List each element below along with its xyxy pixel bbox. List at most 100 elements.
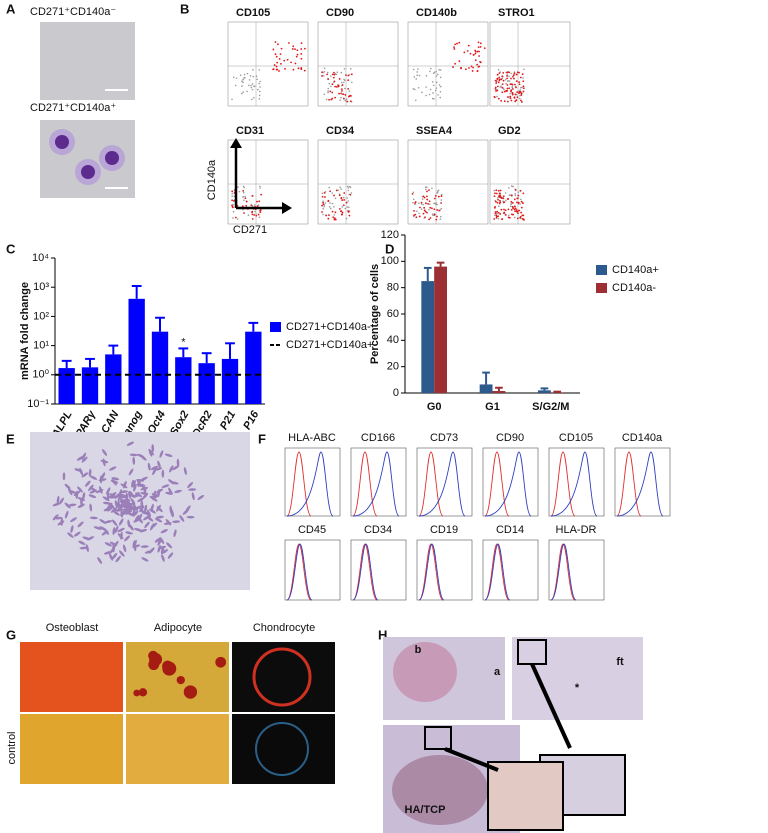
event bbox=[502, 200, 504, 202]
event bbox=[440, 195, 443, 197]
cell bbox=[173, 529, 177, 538]
cell bbox=[169, 505, 173, 514]
event bbox=[248, 79, 251, 81]
event bbox=[258, 98, 261, 100]
event bbox=[504, 79, 507, 81]
event bbox=[256, 205, 259, 208]
cell bbox=[159, 537, 165, 544]
cell bbox=[133, 484, 137, 492]
nucleus bbox=[55, 135, 69, 149]
cell bbox=[134, 528, 142, 532]
event bbox=[412, 202, 414, 204]
event bbox=[454, 43, 457, 46]
event bbox=[516, 91, 519, 94]
event bbox=[341, 199, 344, 202]
event bbox=[339, 186, 341, 188]
event bbox=[349, 68, 352, 70]
event bbox=[335, 189, 338, 192]
inset-frame bbox=[424, 726, 452, 750]
event bbox=[439, 218, 442, 220]
event bbox=[502, 79, 505, 82]
event bbox=[507, 71, 509, 73]
cell bbox=[154, 517, 163, 523]
scaffold bbox=[392, 755, 488, 825]
nucleus bbox=[81, 165, 95, 179]
event bbox=[426, 198, 429, 201]
event bbox=[507, 100, 509, 103]
event bbox=[497, 198, 499, 201]
y-tick-label: 80 bbox=[387, 282, 399, 294]
event bbox=[439, 85, 442, 88]
panel-letter: B bbox=[180, 1, 189, 16]
event bbox=[280, 62, 282, 65]
cell bbox=[141, 557, 149, 562]
event bbox=[254, 210, 256, 213]
event bbox=[272, 68, 275, 70]
event bbox=[431, 81, 434, 83]
cell bbox=[81, 452, 87, 460]
event bbox=[514, 210, 516, 213]
event bbox=[426, 186, 428, 189]
event bbox=[506, 84, 509, 86]
event bbox=[321, 75, 323, 77]
cell bbox=[89, 503, 93, 512]
cell bbox=[96, 489, 104, 494]
event bbox=[246, 90, 248, 93]
event bbox=[506, 87, 509, 90]
histogram-curve bbox=[286, 451, 312, 517]
event bbox=[513, 77, 515, 80]
event bbox=[471, 70, 474, 72]
event bbox=[338, 207, 341, 210]
event bbox=[424, 210, 427, 213]
cell bbox=[82, 492, 86, 501]
cell bbox=[112, 527, 116, 536]
event bbox=[334, 72, 337, 75]
event bbox=[322, 200, 324, 202]
event bbox=[428, 208, 430, 211]
marker-label: CD31 bbox=[236, 125, 264, 137]
axis-label: CD271 bbox=[233, 224, 267, 236]
event bbox=[495, 216, 498, 219]
event bbox=[432, 214, 434, 217]
event bbox=[516, 96, 519, 99]
marker-label: CD90 bbox=[496, 432, 524, 444]
event bbox=[521, 73, 524, 76]
event bbox=[260, 193, 263, 196]
marker-label: CD19 bbox=[430, 524, 458, 536]
cell bbox=[80, 498, 83, 507]
marker-label: SSEA4 bbox=[416, 125, 453, 137]
event bbox=[272, 48, 275, 51]
event bbox=[454, 62, 456, 65]
event bbox=[342, 204, 345, 207]
event bbox=[333, 80, 336, 83]
cell bbox=[159, 450, 164, 458]
event bbox=[288, 42, 290, 44]
event bbox=[323, 67, 326, 70]
event bbox=[502, 195, 505, 198]
event bbox=[413, 210, 415, 212]
event bbox=[516, 217, 519, 220]
event bbox=[246, 72, 249, 75]
cell bbox=[140, 499, 144, 508]
event bbox=[494, 206, 496, 208]
event bbox=[494, 86, 497, 89]
event bbox=[469, 52, 472, 55]
y-tick-label: 60 bbox=[387, 308, 399, 320]
bar bbox=[538, 390, 551, 393]
event bbox=[428, 203, 431, 206]
event bbox=[515, 86, 517, 89]
cell bbox=[78, 540, 86, 545]
lipid bbox=[183, 685, 198, 699]
histogram-curve bbox=[484, 543, 510, 601]
event bbox=[435, 75, 438, 77]
event bbox=[344, 87, 346, 90]
cell bbox=[77, 486, 83, 493]
cell bbox=[57, 520, 65, 526]
event bbox=[510, 185, 513, 187]
histogram-curve bbox=[352, 543, 378, 601]
event bbox=[474, 52, 477, 55]
event bbox=[519, 216, 521, 219]
event bbox=[235, 77, 238, 79]
event bbox=[508, 75, 510, 78]
